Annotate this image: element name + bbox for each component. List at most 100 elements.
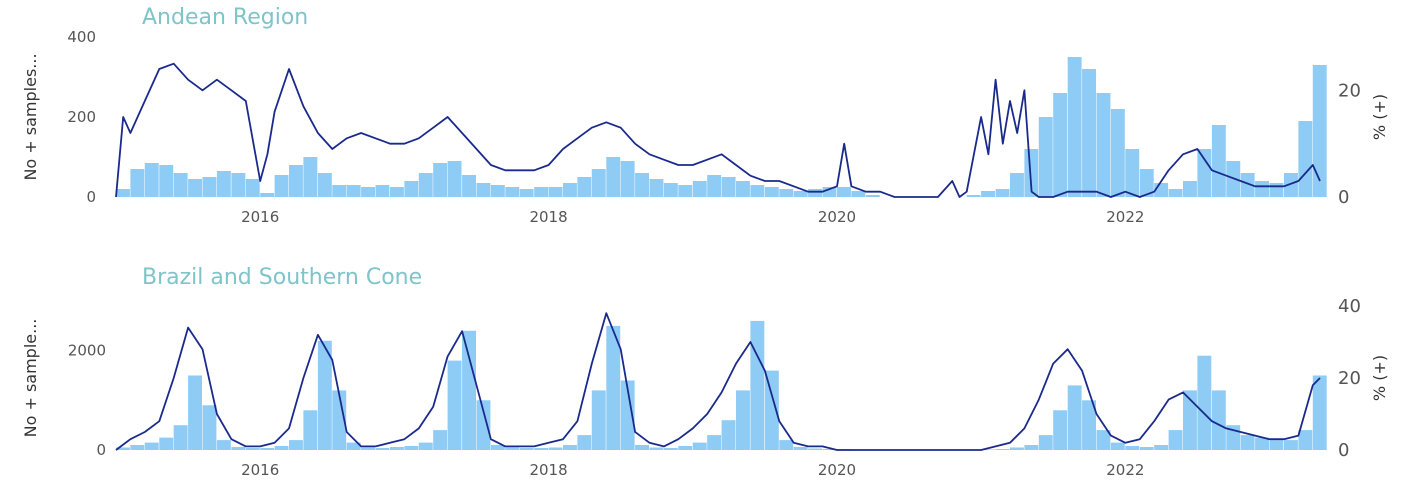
bar bbox=[202, 177, 217, 197]
bar bbox=[505, 187, 520, 197]
bar bbox=[245, 448, 260, 450]
panel-1: Andean Region 2016 2018 2020 2022 0 200 400 0 20 N… bbox=[21, 5, 1389, 226]
y-left-tick-label: 0 bbox=[86, 188, 96, 206]
y-right-tick-label: 0 bbox=[1338, 440, 1349, 461]
bar bbox=[981, 449, 995, 450]
bar bbox=[476, 183, 491, 197]
y-right-tick-label: 0 bbox=[1338, 187, 1349, 208]
bar bbox=[1053, 410, 1068, 450]
bar bbox=[851, 191, 866, 197]
bar bbox=[332, 185, 347, 197]
y-right-axis-label: % (+) bbox=[1370, 94, 1389, 140]
bar bbox=[404, 181, 419, 197]
bar bbox=[231, 173, 246, 197]
bar bbox=[1110, 109, 1125, 197]
bar bbox=[837, 187, 851, 197]
bar bbox=[692, 181, 707, 197]
bar bbox=[1240, 435, 1255, 450]
bar bbox=[289, 165, 303, 197]
bar bbox=[433, 430, 448, 450]
bar bbox=[678, 446, 693, 450]
bar bbox=[779, 189, 794, 197]
bar bbox=[519, 189, 534, 197]
bar bbox=[274, 446, 289, 450]
bar bbox=[433, 163, 448, 197]
bar bbox=[548, 187, 563, 197]
bar bbox=[1298, 121, 1313, 197]
bar bbox=[649, 447, 664, 450]
bar bbox=[447, 161, 462, 197]
bar bbox=[779, 440, 794, 450]
bar bbox=[1284, 440, 1298, 450]
series-line bbox=[115, 312, 1321, 451]
bar bbox=[793, 447, 808, 450]
bar bbox=[707, 435, 722, 450]
bar bbox=[1038, 117, 1053, 197]
bar bbox=[1125, 446, 1140, 450]
bar bbox=[577, 435, 592, 450]
bar bbox=[1110, 442, 1125, 450]
bar bbox=[1240, 173, 1255, 197]
bar bbox=[736, 390, 750, 450]
bar bbox=[144, 442, 159, 450]
bar bbox=[361, 187, 375, 197]
bar bbox=[995, 449, 1010, 450]
bar bbox=[1312, 375, 1327, 450]
bar bbox=[808, 189, 822, 197]
bar bbox=[505, 447, 520, 450]
panel-2: Brazil and Southern Cone 2016 2018 2020 2022… bbox=[21, 265, 1389, 479]
bar bbox=[865, 195, 880, 197]
bar bbox=[260, 193, 275, 197]
bar bbox=[390, 447, 404, 450]
bar bbox=[1183, 390, 1197, 450]
bar bbox=[563, 445, 577, 450]
bar bbox=[144, 163, 159, 197]
bar bbox=[130, 445, 145, 450]
y-left-axis-label: No + sample... bbox=[21, 319, 40, 438]
bar bbox=[793, 191, 808, 197]
bar bbox=[1082, 69, 1096, 197]
bar bbox=[361, 447, 375, 450]
bar bbox=[390, 187, 404, 197]
bar bbox=[577, 177, 592, 197]
panel-title: Andean Region bbox=[142, 5, 308, 30]
bar bbox=[216, 440, 231, 450]
bar bbox=[1183, 181, 1197, 197]
bar bbox=[1168, 430, 1183, 450]
y-left-tick-label: 2000 bbox=[68, 342, 106, 360]
y-left-tick-label: 400 bbox=[67, 28, 96, 46]
bar bbox=[1038, 435, 1053, 450]
bar bbox=[375, 448, 390, 450]
bar bbox=[1024, 445, 1039, 450]
bar bbox=[303, 410, 318, 450]
bar bbox=[289, 440, 303, 450]
bar bbox=[591, 169, 606, 197]
bar bbox=[1269, 183, 1284, 197]
bar bbox=[245, 179, 260, 197]
bar bbox=[1010, 447, 1024, 450]
bar bbox=[822, 187, 837, 197]
series-line bbox=[115, 62, 1321, 198]
bar bbox=[1067, 57, 1082, 197]
bar bbox=[663, 448, 678, 450]
bar bbox=[1298, 430, 1313, 450]
y-right-axis-label: % (+) bbox=[1370, 355, 1389, 401]
bar bbox=[404, 446, 419, 450]
x-tick-label: 2020 bbox=[818, 208, 856, 226]
panel-title: Brazil and Southern Cone bbox=[142, 265, 422, 290]
bar bbox=[462, 175, 476, 197]
bar bbox=[317, 173, 332, 197]
bar bbox=[750, 185, 765, 197]
bar bbox=[173, 425, 188, 450]
bar bbox=[490, 185, 505, 197]
bar bbox=[649, 179, 664, 197]
bar bbox=[678, 185, 693, 197]
bar bbox=[1082, 400, 1096, 450]
bar bbox=[548, 447, 563, 450]
bar bbox=[375, 185, 390, 197]
bar bbox=[116, 189, 130, 197]
bar bbox=[332, 390, 347, 450]
bar bbox=[130, 169, 145, 197]
bar bbox=[1168, 189, 1183, 197]
